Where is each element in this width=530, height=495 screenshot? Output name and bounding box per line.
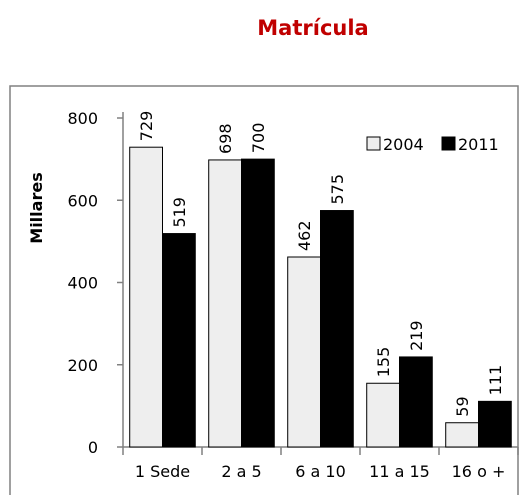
bar-2011-4 xyxy=(478,400,512,448)
legend: 2004 2011 xyxy=(366,135,499,154)
x-tick-label: 2 a 5 xyxy=(221,462,261,481)
y-axis: 0 200 400 600 800 xyxy=(67,109,124,457)
bar-2004-3 xyxy=(366,382,400,448)
legend-label: 2004 xyxy=(383,135,424,154)
bar-2004-1 xyxy=(208,159,242,448)
x-axis: 1 Sede 2 a 5 6 a 10 11 a 15 16 o + xyxy=(122,446,519,481)
bar-2011-1 xyxy=(241,158,275,448)
data-label: 729 xyxy=(137,111,156,142)
y-tick-label: 600 xyxy=(67,191,98,210)
y-tick-label: 800 xyxy=(67,109,98,128)
legend-swatch-2004 xyxy=(366,136,381,151)
bar-2011-2 xyxy=(320,210,354,448)
chart-frame xyxy=(9,85,519,495)
data-label: 59 xyxy=(453,396,472,416)
data-label: 155 xyxy=(374,347,393,378)
x-tick-label: 6 a 10 xyxy=(295,462,346,481)
data-label: 575 xyxy=(328,174,347,205)
chart-title: Matrícula xyxy=(257,16,369,40)
bar-2004-0 xyxy=(129,146,163,448)
legend-swatch-2011 xyxy=(441,136,456,151)
y-tick-label: 0 xyxy=(88,438,98,457)
data-label: 700 xyxy=(249,123,268,154)
data-label: 698 xyxy=(216,123,235,154)
data-label: 111 xyxy=(486,365,505,396)
value-labels: 729 698 462 155 59 519 700 575 219 111 xyxy=(137,111,505,417)
bar-2011-3 xyxy=(399,356,433,448)
data-label: 519 xyxy=(170,197,189,228)
y-tick-label: 200 xyxy=(67,356,98,375)
y-tick-label: 400 xyxy=(67,274,98,293)
data-label: 219 xyxy=(407,320,426,351)
x-tick-label: 11 a 15 xyxy=(369,462,430,481)
data-label: 462 xyxy=(295,220,314,251)
legend-label: 2011 xyxy=(458,135,499,154)
bar-2011-0 xyxy=(162,233,196,448)
y-axis-label: Millares xyxy=(27,172,46,243)
x-tick-label: 16 o + xyxy=(452,462,506,481)
bar-2004-4 xyxy=(445,422,479,448)
bar-2004-2 xyxy=(287,256,321,448)
bars xyxy=(129,146,512,448)
x-tick-label: 1 Sede xyxy=(135,462,190,481)
